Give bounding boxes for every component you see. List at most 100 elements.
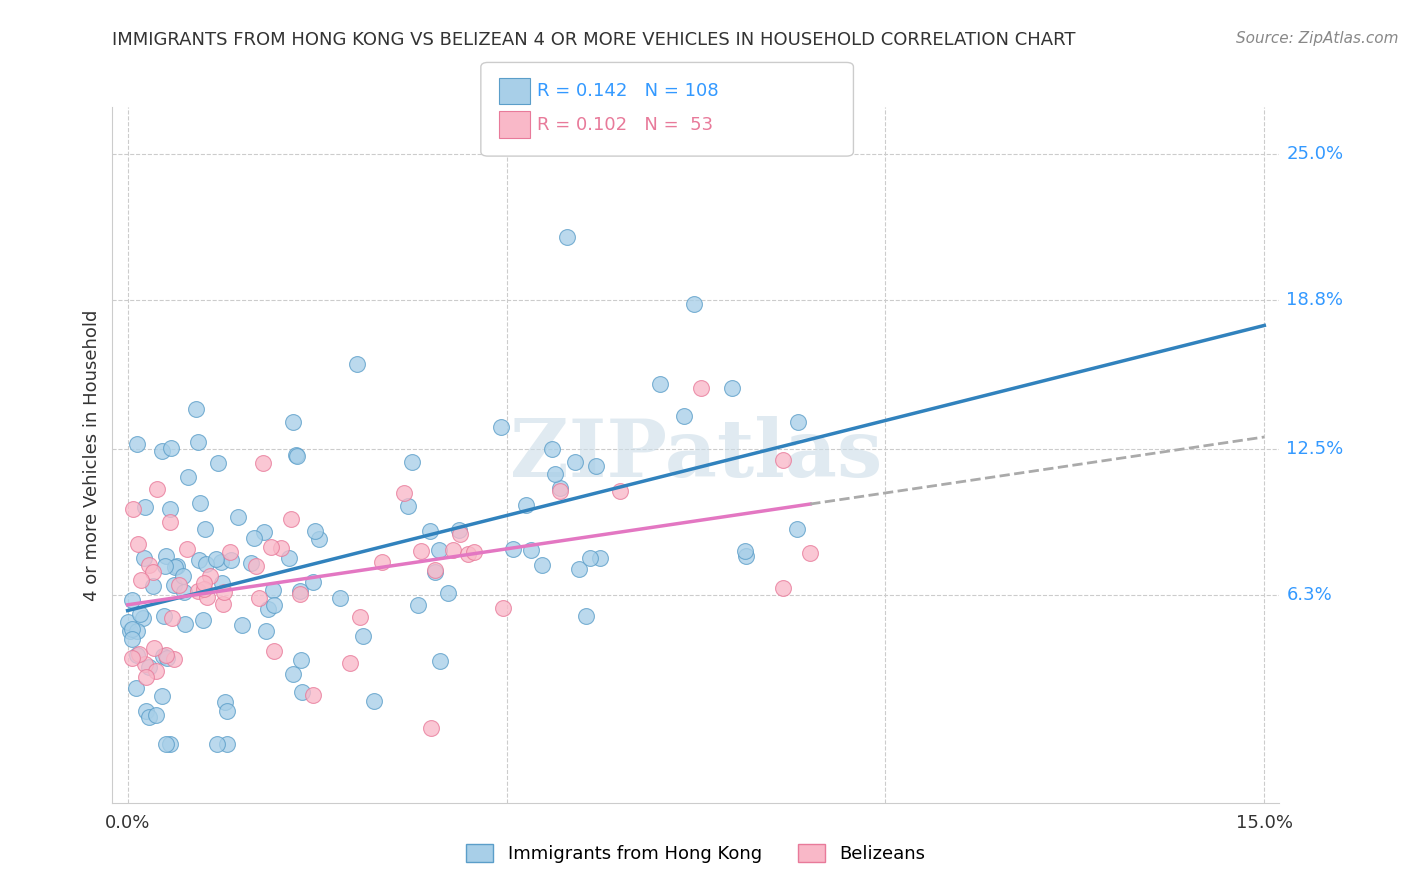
Point [721, 381, 744, 395]
Point [401, 455, 423, 469]
Point [127, 536, 149, 550]
Point [128, 607, 150, 621]
Point [134, 500, 156, 514]
Text: 25.0%: 25.0% [1286, 145, 1344, 163]
Point [288, 584, 311, 599]
Point [159, 515, 181, 529]
Point [176, 541, 198, 556]
Point [575, 608, 598, 623]
Point [132, 551, 155, 566]
Point [214, 585, 236, 599]
Point [118, 624, 141, 639]
Point [589, 550, 612, 565]
Point [544, 467, 567, 482]
Point [231, 617, 253, 632]
Text: 6.3%: 6.3% [1286, 586, 1331, 604]
Point [194, 558, 217, 572]
Point [214, 695, 236, 709]
Point [302, 688, 325, 702]
Point [121, 593, 143, 607]
Point [187, 584, 209, 599]
Point [735, 549, 758, 564]
Point [280, 511, 302, 525]
Point [772, 453, 794, 467]
Point [159, 737, 181, 751]
Text: R = 0.142   N = 108: R = 0.142 N = 108 [537, 82, 718, 100]
Point [252, 456, 274, 470]
Point [132, 611, 155, 625]
Point [165, 560, 187, 574]
Point [143, 641, 166, 656]
Point [263, 598, 285, 612]
Point [502, 542, 524, 557]
Point [409, 544, 432, 558]
Point [304, 524, 326, 538]
Point [772, 582, 794, 596]
Point [215, 737, 238, 751]
Point [253, 524, 276, 539]
Point [146, 483, 169, 497]
Point [437, 585, 460, 599]
Point [176, 470, 198, 484]
Point [371, 555, 394, 569]
Point [204, 552, 226, 566]
Point [193, 582, 215, 597]
Point [650, 377, 672, 392]
Point [308, 532, 330, 546]
Point [683, 297, 706, 311]
Point [550, 481, 572, 495]
Point [163, 578, 186, 592]
Point [145, 707, 167, 722]
Point [191, 613, 214, 627]
Point [285, 448, 308, 462]
Point [786, 522, 808, 536]
Point [209, 555, 232, 569]
Point [172, 569, 194, 583]
Point [187, 435, 209, 450]
Point [449, 526, 471, 541]
Point [153, 559, 176, 574]
Point [142, 565, 165, 579]
Point [166, 558, 188, 573]
Point [219, 545, 242, 559]
Point [290, 587, 312, 601]
Point [128, 647, 150, 661]
Point [449, 523, 471, 537]
Point [290, 653, 312, 667]
Point [540, 442, 562, 456]
Point [564, 454, 586, 468]
Point [262, 582, 284, 597]
Point [127, 624, 149, 638]
Point [174, 617, 197, 632]
Point [585, 458, 607, 473]
Point [160, 441, 183, 455]
Point [339, 656, 361, 670]
Point [207, 456, 229, 470]
Point [419, 524, 441, 538]
Point [734, 544, 756, 558]
Point [240, 556, 263, 570]
Text: 0.0%: 0.0% [105, 814, 150, 832]
Text: IMMIGRANTS FROM HONG KONG VS BELIZEAN 4 OR MORE VEHICLES IN HOUSEHOLD CORRELATIO: IMMIGRANTS FROM HONG KONG VS BELIZEAN 4 … [112, 31, 1076, 49]
Point [285, 449, 308, 463]
Point [242, 532, 264, 546]
Point [568, 562, 591, 576]
Point [302, 575, 325, 590]
Point [184, 401, 207, 416]
Point [689, 381, 711, 395]
Point [134, 657, 156, 672]
Point [125, 681, 148, 696]
Y-axis label: 4 or more Vehicles in Household: 4 or more Vehicles in Household [83, 310, 101, 600]
Point [263, 644, 285, 658]
Point [159, 501, 181, 516]
Point [423, 563, 446, 577]
Point [329, 591, 352, 606]
Point [457, 547, 479, 561]
Point [394, 485, 416, 500]
Point [121, 651, 143, 665]
Point [489, 419, 512, 434]
Text: 18.8%: 18.8% [1286, 292, 1343, 310]
Point [406, 599, 429, 613]
Point [609, 483, 631, 498]
Point [155, 737, 177, 751]
